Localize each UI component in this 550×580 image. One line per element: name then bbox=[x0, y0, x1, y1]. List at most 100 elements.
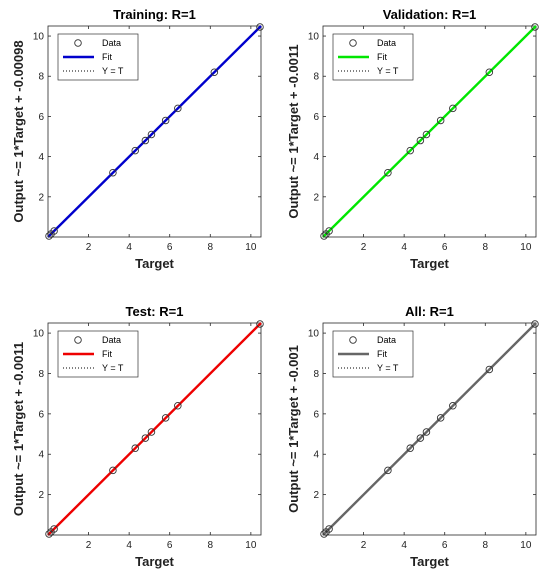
data-point bbox=[320, 232, 328, 240]
legend-data-marker bbox=[74, 39, 82, 47]
plot-3: 2 4 6 8 10 2 4 6 8 10 Data Fit Y = T Test: R=1 Target O… bbox=[11, 304, 264, 569]
data-point bbox=[406, 146, 414, 155]
data-point bbox=[141, 136, 150, 145]
data-point bbox=[485, 68, 494, 76]
data-point bbox=[256, 320, 264, 328]
x-tick-label: 4 bbox=[126, 242, 132, 253]
y-tick-label: 2 bbox=[38, 490, 44, 501]
fit-line bbox=[322, 25, 537, 238]
legend-data-marker bbox=[349, 336, 357, 344]
data-point bbox=[161, 414, 170, 422]
legend: Data Fit Y = T bbox=[332, 330, 414, 378]
y-tick-label: 10 bbox=[308, 329, 320, 340]
x-tick-label: 2 bbox=[361, 540, 367, 551]
data-point bbox=[109, 466, 117, 475]
legend-yt-label: Y = T bbox=[377, 363, 399, 373]
data-point bbox=[109, 168, 117, 177]
x-axis-label: Target bbox=[135, 554, 174, 569]
legend-data-marker bbox=[74, 336, 82, 344]
y-tick-label: 2 bbox=[313, 192, 319, 203]
data-point bbox=[147, 130, 156, 139]
x-tick-label: 10 bbox=[520, 242, 532, 253]
data-point bbox=[325, 525, 333, 533]
data-point bbox=[422, 428, 431, 436]
fit-line bbox=[47, 322, 262, 536]
x-tick-label: 10 bbox=[520, 540, 532, 551]
plot-title: Training: R=1 bbox=[113, 7, 196, 22]
x-tick-label: 4 bbox=[401, 540, 407, 551]
y-axis-label: Output ~= 1*Target + -0.0011 bbox=[286, 44, 301, 218]
x-tick-label: 8 bbox=[483, 540, 489, 551]
data-point bbox=[256, 23, 264, 31]
legend-yt-label: Y = T bbox=[102, 363, 124, 373]
x-tick-label: 8 bbox=[208, 540, 214, 551]
y-axis-label: Output ~= 1*Target + -0.00098 bbox=[11, 40, 26, 222]
legend: Data Fit Y = T bbox=[332, 33, 414, 81]
data-point bbox=[141, 434, 150, 442]
y-tick-label: 8 bbox=[313, 369, 319, 380]
y-tick-label: 8 bbox=[313, 72, 319, 83]
y-tick-label: 6 bbox=[313, 112, 319, 123]
legend-fit-label: Fit bbox=[377, 349, 387, 359]
x-tick-label: 2 bbox=[86, 540, 92, 551]
data-point bbox=[147, 428, 156, 436]
legend-fit-label: Fit bbox=[102, 52, 112, 62]
y-tick-label: 4 bbox=[38, 450, 44, 461]
plot-1: 2 4 6 8 10 2 4 6 8 10 Data Fit Y = T Training: R=1 Tar… bbox=[11, 7, 264, 271]
y-axis-label: Output ~= 1*Target + -0.0011 bbox=[11, 342, 26, 516]
data-point bbox=[325, 227, 333, 235]
data-point bbox=[384, 168, 392, 177]
fit-line bbox=[322, 322, 537, 536]
data-point bbox=[449, 104, 457, 113]
y-axis-label: Output ~= 1*Target + -0.001 bbox=[286, 345, 301, 513]
plot-title: Validation: R=1 bbox=[383, 7, 477, 22]
data-point bbox=[406, 444, 414, 452]
data-point bbox=[531, 23, 539, 31]
data-point bbox=[131, 444, 139, 452]
x-tick-label: 2 bbox=[86, 242, 92, 253]
x-axis-label: Target bbox=[410, 256, 449, 271]
y-tick-label: 6 bbox=[38, 409, 44, 420]
data-point bbox=[449, 402, 457, 410]
x-axis-label: Target bbox=[410, 554, 449, 569]
plot-4: 2 4 6 8 10 2 4 6 8 10 Data Fit Y = T All: R=1 Target Ou… bbox=[286, 304, 539, 569]
data-point bbox=[50, 227, 58, 235]
data-point bbox=[320, 530, 328, 538]
data-point bbox=[45, 530, 53, 538]
legend-fit-label: Fit bbox=[102, 349, 112, 359]
data-point bbox=[174, 104, 182, 113]
y-tick-label: 6 bbox=[313, 409, 319, 420]
y-tick-label: 8 bbox=[38, 369, 44, 380]
x-tick-label: 6 bbox=[442, 540, 448, 551]
data-point bbox=[416, 136, 425, 145]
legend-data-marker bbox=[349, 39, 357, 47]
x-tick-label: 2 bbox=[361, 242, 367, 253]
legend-data-label: Data bbox=[377, 335, 396, 345]
y-tick-label: 4 bbox=[313, 152, 319, 163]
legend: Data Fit Y = T bbox=[57, 33, 139, 81]
x-tick-label: 8 bbox=[483, 242, 489, 253]
data-point bbox=[485, 365, 494, 374]
data-point bbox=[436, 414, 445, 422]
x-tick-label: 4 bbox=[401, 242, 407, 253]
y-tick-label: 8 bbox=[38, 72, 44, 83]
y-tick-label: 4 bbox=[313, 450, 319, 461]
y-tick-label: 10 bbox=[33, 32, 45, 43]
legend-fit-label: Fit bbox=[377, 52, 387, 62]
y-tick-label: 6 bbox=[38, 112, 44, 123]
y-tick-label: 4 bbox=[38, 152, 44, 163]
x-tick-label: 6 bbox=[442, 242, 448, 253]
legend-data-label: Data bbox=[102, 38, 121, 48]
x-tick-label: 6 bbox=[167, 540, 173, 551]
fit-line bbox=[47, 25, 262, 238]
data-point bbox=[416, 434, 425, 442]
data-point bbox=[174, 402, 182, 410]
x-axis-label: Target bbox=[135, 256, 174, 271]
y-tick-label: 2 bbox=[38, 192, 44, 203]
plot-title: Test: R=1 bbox=[126, 304, 184, 319]
x-tick-label: 10 bbox=[245, 242, 257, 253]
x-tick-label: 8 bbox=[208, 242, 214, 253]
legend-yt-label: Y = T bbox=[377, 66, 399, 76]
y-tick-label: 10 bbox=[33, 329, 45, 340]
x-tick-label: 4 bbox=[126, 540, 132, 551]
